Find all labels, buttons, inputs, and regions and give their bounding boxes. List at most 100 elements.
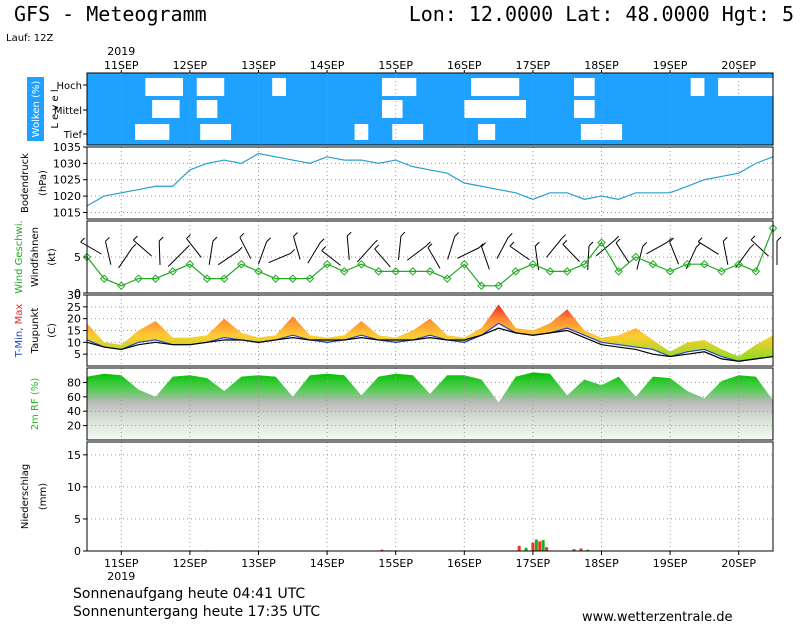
wind-barb-flag <box>481 242 486 248</box>
cloud-block-hoch <box>471 78 520 96</box>
pressure-tick-label: 1015 <box>53 206 81 219</box>
wind-barb-flag <box>212 236 218 242</box>
pressure-tick-label: 1020 <box>53 190 81 203</box>
top-date-label: 19SEP <box>653 59 688 72</box>
location-coordinates: Lon: 12.0000 Lat: 48.0000 Hgt: 5 <box>408 2 794 26</box>
wind-barb-flag <box>158 236 164 242</box>
pressure-tick-label: 1025 <box>53 174 81 187</box>
wind-speed-point <box>322 259 332 269</box>
temp-unit-part: (C) <box>47 323 58 338</box>
wind-barb <box>307 242 321 264</box>
wind-barb <box>104 241 112 265</box>
wind-speed-point <box>751 267 761 276</box>
cloud-level-mittel: Mittel <box>54 106 82 117</box>
wind-barb <box>587 245 590 271</box>
wind-barb <box>239 237 252 259</box>
wind-frame <box>86 220 774 294</box>
wind-barb-flag <box>667 237 672 243</box>
precipitation-panel: 0 5 10 15 Niederschlag (mm) <box>20 441 774 558</box>
wind-barb <box>374 248 391 268</box>
pressure-ylabel-part: Bodendruck <box>20 153 31 213</box>
wind-panel: 0 5 Wind Geschwi. Windfahnen (kt) <box>14 220 782 300</box>
pressure-unit-part: (hPa) <box>38 170 49 196</box>
wind-speed-point <box>271 274 280 283</box>
humidity-tick-label: 80 <box>67 376 81 389</box>
cloud-block-tief <box>580 124 623 140</box>
temp-tick-label: 25 <box>67 301 81 314</box>
top-date-label: 16SEP <box>447 59 482 72</box>
wind-barb-flag <box>346 231 352 237</box>
wind-barb-flag <box>509 241 515 247</box>
cloud-block-mittel <box>574 100 595 118</box>
wind-speed-point <box>665 267 675 276</box>
wind-speed-point <box>117 281 126 291</box>
wind-barb <box>293 236 301 260</box>
wind-barb <box>481 246 490 270</box>
temp-ylabel-part: Max <box>14 304 25 325</box>
wind-barb-flag <box>374 244 380 250</box>
top-date-label: 14SEP <box>310 59 345 72</box>
wind-barb <box>217 250 239 266</box>
bottom-date-label: 12SEP <box>173 557 208 570</box>
wind-speed-point <box>597 238 606 247</box>
wind-barb <box>562 244 580 262</box>
wind-barb-flag <box>669 237 674 243</box>
wind-barbs-label: Windfahnen <box>30 227 41 287</box>
cloud-block-mittel <box>196 100 218 118</box>
wind-speed-point <box>99 274 109 283</box>
precip-bar <box>586 549 590 551</box>
precip-bar <box>541 540 545 551</box>
precip-tick-label: 0 <box>74 545 81 558</box>
cloud-block-tief <box>478 124 496 140</box>
wind-barb <box>167 249 186 267</box>
wind-barb <box>722 241 729 265</box>
sunset-text: Sonnenuntergang heute 17:35 UTC <box>73 604 321 620</box>
cloud-block-tief <box>135 124 170 140</box>
temp-tick-label: 30 <box>67 289 81 302</box>
cloud-block-hoch <box>145 78 184 96</box>
meteogram-title: GFS - Meteogramm <box>14 2 207 26</box>
wind-speed-point <box>511 267 520 276</box>
wind-barb-flag <box>588 241 594 247</box>
wind-barb <box>697 241 719 255</box>
dewpoint-label: Taupunkt <box>30 308 41 355</box>
precip-bar <box>524 547 528 551</box>
cloud-label-box <box>27 77 44 141</box>
precip-ylabel-part: Niederschlag <box>20 464 31 529</box>
wind-speed-point <box>425 267 435 276</box>
temp-range-area <box>87 304 773 362</box>
precip-unit: (mm) <box>38 483 49 510</box>
cloud-level-hoch: Hoch <box>57 81 82 92</box>
wind-barb-flag <box>184 245 190 250</box>
wind-speed-point <box>82 252 92 262</box>
wind-barb <box>208 241 214 265</box>
model-run-label: Lauf: 12Z <box>6 33 54 44</box>
bottom-date-label: 17SEP <box>516 557 551 570</box>
temp-ylabel-part: T-Min, <box>14 324 25 358</box>
wind-unit-part: (kt) <box>47 248 58 266</box>
wind-barb-flag <box>562 240 568 245</box>
sunrise-text: Sonnenaufgang heute 04:41 UTC <box>73 586 306 602</box>
humidity-area <box>87 372 773 440</box>
cloud-level-tief: Tief <box>63 130 83 141</box>
pressure-unit: (hPa) <box>38 170 49 196</box>
precip-bar <box>531 542 535 551</box>
wind-barb <box>427 247 441 269</box>
pressure-tick-label: 1030 <box>53 157 81 170</box>
wind-barb <box>447 236 456 260</box>
wind-barb-flag <box>695 242 701 248</box>
pressure-line <box>86 152 774 207</box>
wind-barb <box>646 241 668 255</box>
precip-tick-label: 15 <box>67 449 81 462</box>
wind-barb <box>268 252 291 264</box>
precip-bar <box>517 545 521 551</box>
temp-tick-label: 15 <box>67 325 81 338</box>
wind-speed-point <box>631 252 641 262</box>
pressure-frame <box>86 146 774 220</box>
wind-barb-flag <box>426 241 431 247</box>
cloud-ylabel: Wolken (%) <box>31 81 42 138</box>
precip-bar <box>538 541 542 551</box>
dewpoint-line <box>86 327 774 362</box>
bottom-date-label: 13SEP <box>241 557 276 570</box>
pressure-tick-label: 1035 <box>53 141 81 154</box>
